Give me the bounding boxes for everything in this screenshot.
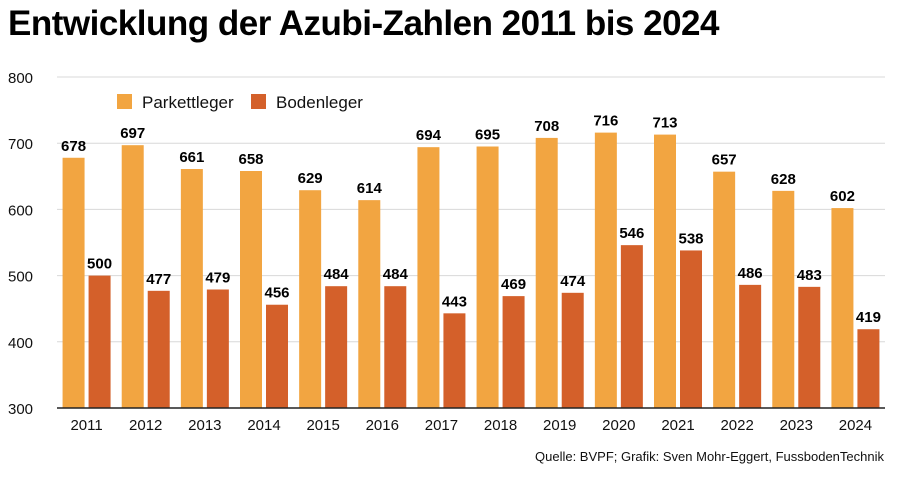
bar-parkettleger-2014: [240, 171, 262, 408]
bar-bodenleger-2014: [266, 304, 288, 408]
y-tick-label: 800: [8, 70, 33, 87]
bar-parkettleger-2024: [831, 208, 854, 408]
y-tick-label: 400: [8, 335, 33, 352]
bar-bodenleger-2020: [620, 245, 643, 408]
data-label: 657: [712, 152, 737, 169]
data-label: 695: [475, 127, 500, 144]
data-label: 419: [856, 309, 881, 326]
legend-swatch-bodenleger: [251, 94, 266, 109]
bar-bodenleger-2023: [798, 286, 821, 408]
data-label: 614: [357, 180, 383, 197]
bar-parkettleger-2016: [358, 200, 381, 408]
data-label: 678: [61, 138, 86, 155]
bar-parkettleger-2017: [417, 147, 440, 408]
data-label: 474: [560, 273, 586, 290]
bar-bodenleger-2016: [384, 286, 407, 408]
bar-parkettleger-2019: [535, 137, 558, 409]
data-label: 477: [146, 271, 171, 288]
bar-parkettleger-2018: [476, 146, 499, 408]
bar-bodenleger-2013: [206, 289, 229, 408]
bar-bodenleger-2015: [325, 286, 348, 408]
x-tick-label: 2023: [780, 417, 813, 434]
data-label: 713: [652, 115, 677, 132]
y-tick-label: 300: [8, 401, 33, 418]
y-tick-label: 500: [8, 269, 33, 286]
data-label: 484: [383, 266, 409, 283]
data-label: 602: [830, 188, 855, 205]
bar-bodenleger-2018: [502, 296, 525, 408]
bar-parkettleger-2022: [713, 171, 736, 408]
y-tick-label: 700: [8, 136, 33, 153]
bar-parkettleger-2021: [654, 134, 676, 408]
data-label: 546: [619, 225, 644, 242]
data-label: 500: [87, 256, 112, 273]
data-label: 486: [738, 265, 763, 282]
data-label: 628: [771, 171, 796, 188]
x-tick-label: 2018: [484, 417, 517, 434]
legend-swatch-parkettleger: [117, 94, 132, 109]
legend-label-bodenleger: Bodenleger: [276, 93, 363, 112]
data-label: 658: [238, 151, 263, 168]
bar-bodenleger-2021: [680, 250, 702, 408]
x-tick-label: 2012: [129, 417, 162, 434]
data-label: 484: [324, 266, 350, 283]
legend-label-parkettleger: Parkettleger: [142, 93, 234, 112]
data-label: 708: [534, 118, 559, 135]
data-label: 697: [120, 125, 145, 142]
data-label: 483: [797, 267, 822, 284]
data-label: 716: [593, 113, 618, 130]
x-tick-label: 2011: [70, 417, 102, 434]
bar-bodenleger-2011: [88, 275, 111, 408]
bar-bodenleger-2019: [561, 292, 584, 408]
x-tick-label: 2017: [425, 417, 458, 434]
chart-title: Entwicklung der Azubi-Zahlen 2011 bis 20…: [8, 4, 719, 43]
bar-parkettleger-2011: [62, 157, 85, 408]
data-label: 456: [264, 285, 289, 302]
x-tick-label: 2015: [306, 417, 339, 434]
data-label: 538: [678, 230, 703, 247]
x-tick-label: 2016: [366, 417, 399, 434]
x-tick-label: 2013: [188, 417, 221, 434]
x-tick-label: 2022: [720, 417, 753, 434]
bar-bodenleger-2012: [147, 290, 170, 408]
data-label: 661: [179, 149, 204, 166]
bar-parkettleger-2012: [121, 145, 144, 408]
x-tick-label: 2024: [839, 417, 872, 434]
bar-bodenleger-2024: [857, 329, 880, 408]
bar-parkettleger-2020: [594, 132, 617, 408]
bar-parkettleger-2015: [299, 190, 322, 408]
data-label: 443: [442, 293, 467, 310]
bar-parkettleger-2023: [772, 190, 795, 408]
y-tick-label: 600: [8, 202, 33, 219]
bar-parkettleger-2013: [180, 169, 203, 408]
bar-bodenleger-2022: [739, 284, 762, 408]
x-tick-label: 2019: [543, 417, 576, 434]
data-label: 629: [298, 170, 323, 187]
data-label: 469: [501, 276, 526, 293]
x-tick-label: 2020: [602, 417, 635, 434]
data-label: 479: [205, 270, 230, 287]
x-tick-label: 2021: [661, 417, 694, 434]
source-note: Quelle: BVPF; Grafik: Sven Mohr-Eggert, …: [535, 449, 884, 464]
x-tick-label: 2014: [247, 417, 280, 434]
data-label: 694: [416, 127, 442, 144]
bar-bodenleger-2017: [443, 313, 466, 408]
